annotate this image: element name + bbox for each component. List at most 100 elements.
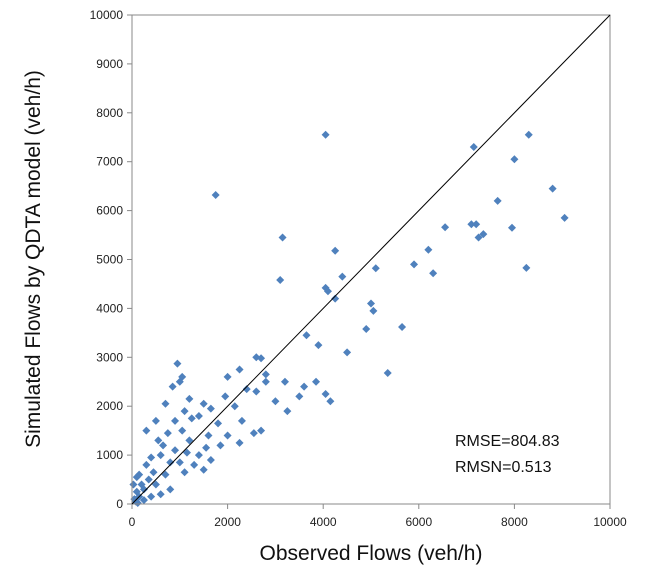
data-point: [144, 475, 153, 484]
data-point: [235, 438, 244, 447]
y-tick-label: 6000: [96, 204, 123, 218]
data-point: [221, 392, 230, 401]
data-point: [242, 385, 251, 394]
data-point: [132, 473, 141, 482]
data-point: [156, 451, 165, 460]
identity-line: [131, 14, 611, 505]
data-point: [223, 431, 232, 440]
data-point: [283, 407, 292, 416]
data-point: [398, 322, 407, 331]
data-point: [214, 419, 223, 428]
rmsn-annotation: RMSN=0.513: [455, 459, 552, 476]
data-point: [199, 465, 208, 474]
data-point: [142, 426, 151, 435]
data-point: [180, 407, 189, 416]
data-point: [154, 436, 163, 445]
data-point: [230, 402, 239, 411]
data-point: [321, 130, 330, 139]
data-point: [175, 458, 184, 467]
rmse-annotation: RMSE=804.83: [455, 433, 560, 450]
y-tick-label: 3000: [96, 350, 123, 364]
data-point: [206, 404, 215, 413]
data-point: [479, 230, 488, 239]
data-point: [257, 354, 266, 363]
data-point: [159, 441, 168, 450]
data-point: [156, 490, 165, 499]
x-tick-label: 2000: [214, 515, 241, 529]
data-point: [249, 429, 258, 438]
data-point: [151, 416, 160, 425]
data-point: [508, 223, 517, 232]
data-point: [139, 496, 148, 505]
data-point: [194, 451, 203, 460]
data-point: [410, 260, 419, 269]
data-point: [235, 365, 244, 374]
data-point: [276, 276, 285, 285]
data-point: [129, 480, 138, 489]
data-point: [142, 460, 151, 469]
data-point: [206, 455, 215, 464]
data-point: [185, 394, 194, 403]
data-point: [343, 348, 352, 357]
data-point: [371, 264, 380, 273]
data-point: [199, 399, 208, 408]
data-point: [237, 416, 246, 425]
plot-frame: [131, 14, 611, 505]
data-point: [331, 294, 340, 303]
data-point: [190, 460, 199, 469]
data-point: [321, 389, 330, 398]
y-axis-title: Simulated Flows by QDTA model (veh/h): [22, 70, 45, 448]
y-tick-label: 10000: [90, 8, 124, 22]
x-tick-label: 10000: [593, 515, 627, 529]
data-point: [166, 458, 175, 467]
y-tick-label: 7000: [96, 155, 123, 169]
data-point: [300, 382, 309, 391]
y-tick-label: 2000: [96, 399, 123, 413]
data-point: [524, 130, 533, 139]
data-point: [185, 436, 194, 445]
data-point: [467, 220, 476, 229]
data-point: [367, 299, 375, 308]
data-point: [161, 470, 170, 479]
data-point: [261, 377, 270, 386]
x-axis-title: Observed Flows (veh/h): [260, 542, 483, 565]
y-tick-label: 5000: [96, 253, 123, 267]
y-tick-label: 9000: [96, 57, 123, 71]
data-point: [161, 399, 170, 408]
y-tick-label: 4000: [96, 301, 123, 315]
data-point: [151, 480, 160, 489]
data-point: [383, 368, 392, 377]
data-points: [129, 130, 569, 508]
data-point: [194, 411, 203, 420]
data-point: [326, 397, 335, 406]
x-tick-label: 4000: [310, 515, 337, 529]
data-point: [548, 184, 557, 193]
x-tick-label: 8000: [501, 515, 528, 529]
data-point: [178, 426, 187, 435]
data-point: [139, 485, 148, 494]
data-point: [163, 429, 172, 438]
data-point: [362, 324, 371, 333]
data-point: [331, 246, 340, 255]
data-point: [202, 443, 211, 452]
y-tick-label: 8000: [96, 106, 123, 120]
data-point: [168, 382, 177, 391]
data-point: [469, 143, 478, 152]
data-point: [280, 377, 289, 386]
data-point: [147, 453, 156, 462]
data-point: [175, 377, 184, 386]
data-point: [278, 233, 287, 242]
data-point: [257, 426, 266, 435]
data-point: [295, 392, 304, 401]
data-point: [147, 492, 156, 501]
data-point: [261, 370, 270, 379]
data-point: [369, 306, 378, 315]
data-point: [314, 341, 323, 350]
data-point: [211, 190, 220, 199]
data-point: [493, 196, 502, 205]
data-point: [302, 331, 311, 340]
data-point: [522, 263, 531, 272]
data-point: [173, 359, 182, 368]
data-point: [180, 468, 189, 477]
